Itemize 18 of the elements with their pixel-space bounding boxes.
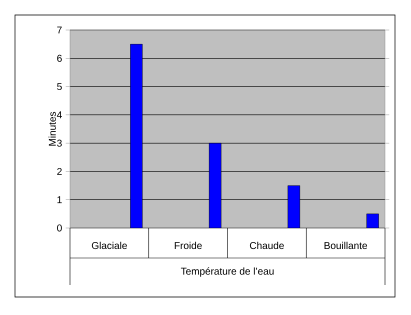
y-axis-title: Minutes xyxy=(48,112,56,146)
y-tick-label: 7 xyxy=(57,26,62,34)
x-tick-label: Froide xyxy=(174,242,202,250)
bar xyxy=(130,44,143,228)
y-tick-label: 0 xyxy=(57,224,62,232)
bar xyxy=(288,185,300,228)
y-tick-label: 4 xyxy=(56,111,62,118)
x-tick-label: Glaciale xyxy=(92,242,127,250)
x-tick-label: Bouillante xyxy=(324,242,368,250)
y-tick-label: 5 xyxy=(57,83,62,90)
bar xyxy=(208,142,222,228)
bar xyxy=(366,214,379,228)
y-tick-label: 3 xyxy=(57,140,62,147)
y-tick-label: 2 xyxy=(57,168,62,175)
y-tick-label: 1 xyxy=(57,196,62,204)
x-axis-title: Température de l’eau xyxy=(180,267,274,277)
x-tick-label: Chaude xyxy=(250,242,284,250)
y-tick-label: 6 xyxy=(57,54,62,62)
